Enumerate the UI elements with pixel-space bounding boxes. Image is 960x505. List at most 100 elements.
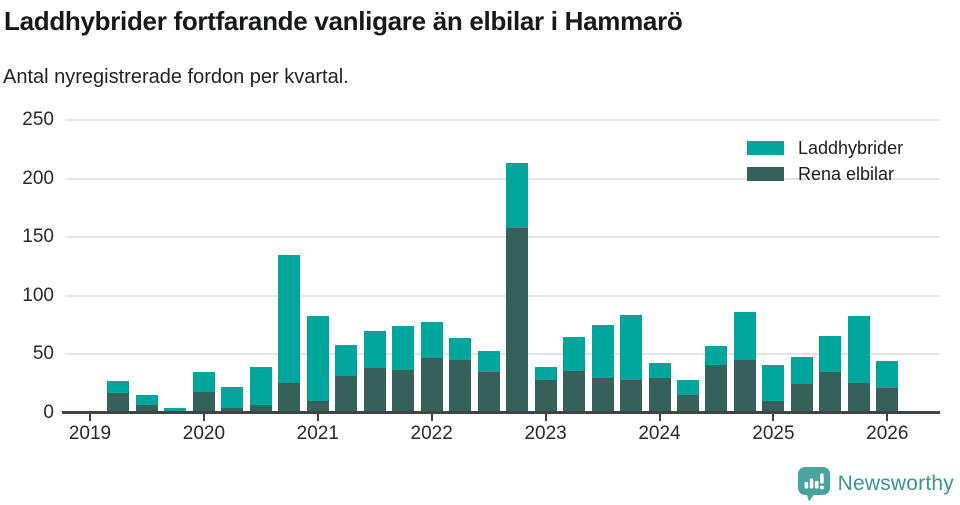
bar-segment-rena-elbilar bbox=[620, 380, 643, 413]
bar-2021-Q2 bbox=[335, 345, 358, 413]
y-tick-label: 50 bbox=[32, 343, 54, 365]
y-tick-label: 100 bbox=[22, 284, 54, 306]
bar-2022-Q1 bbox=[420, 321, 443, 413]
bar-segment-rena-elbilar bbox=[278, 382, 301, 413]
bar-segment-laddhybrider bbox=[534, 367, 557, 381]
x-tick-label: 2024 bbox=[638, 423, 681, 444]
bar-segment-rena-elbilar bbox=[420, 357, 443, 413]
bar-segment-rena-elbilar bbox=[392, 369, 415, 413]
bar-2022-Q4 bbox=[506, 163, 529, 413]
y-tick-label: 150 bbox=[22, 226, 54, 248]
bar-2023-Q4 bbox=[620, 314, 643, 413]
bar-segment-laddhybrider bbox=[335, 345, 358, 376]
x-tick-mark bbox=[772, 414, 775, 421]
bar-2020-Q2 bbox=[221, 387, 244, 413]
x-tick-label: 2020 bbox=[182, 423, 226, 444]
bar-2021-Q3 bbox=[363, 330, 386, 413]
bar-segment-laddhybrider bbox=[449, 338, 472, 361]
bar-segment-rena-elbilar bbox=[790, 383, 813, 413]
bar-2024-Q3 bbox=[705, 346, 728, 413]
gridline-y-150 bbox=[65, 236, 940, 239]
bar-segment-laddhybrider bbox=[420, 321, 443, 358]
bar-2023-Q2 bbox=[563, 336, 586, 413]
bar-segment-rena-elbilar bbox=[363, 368, 386, 413]
bar-segment-rena-elbilar bbox=[733, 360, 756, 413]
gridline-y-200 bbox=[65, 177, 940, 180]
bar-2020-Q4 bbox=[278, 254, 301, 413]
bar-segment-laddhybrider bbox=[278, 254, 301, 383]
bar-segment-rena-elbilar bbox=[819, 371, 842, 413]
bar-segment-laddhybrider bbox=[762, 364, 785, 402]
x-tick-mark bbox=[886, 414, 889, 421]
x-tick-mark bbox=[89, 414, 91, 421]
bar-segment-laddhybrider bbox=[648, 362, 671, 378]
bar-2020-Q3 bbox=[249, 367, 272, 413]
bar-segment-laddhybrider bbox=[164, 408, 187, 411]
bar-2024-Q1 bbox=[648, 362, 671, 413]
page-title: Laddhybrider fortfarande vanligare än el… bbox=[4, 6, 683, 36]
bar-segment-rena-elbilar bbox=[335, 375, 358, 413]
legend-label: Rena elbilar bbox=[798, 163, 895, 184]
bar-segment-laddhybrider bbox=[847, 315, 870, 383]
bar-segment-rena-elbilar bbox=[676, 395, 699, 413]
bar-2025-Q1 bbox=[762, 364, 785, 413]
newsworthy-logo bbox=[797, 466, 831, 502]
bar-segment-rena-elbilar bbox=[876, 388, 899, 413]
bar-2025-Q2 bbox=[790, 356, 813, 413]
bar-segment-rena-elbilar bbox=[847, 382, 870, 413]
legend-label: Laddhybrider bbox=[798, 137, 904, 158]
bar-segment-laddhybrider bbox=[620, 314, 643, 381]
x-tick-label: 2022 bbox=[410, 423, 453, 444]
bar-2020-Q1 bbox=[192, 371, 215, 413]
x-tick-label: 2026 bbox=[866, 423, 909, 444]
bar-segment-laddhybrider bbox=[819, 335, 842, 372]
x-tick-mark bbox=[202, 414, 205, 421]
plot-area bbox=[65, 119, 940, 413]
bar-segment-rena-elbilar bbox=[249, 404, 272, 413]
brand-footer: Newsworthy bbox=[797, 466, 954, 502]
bar-segment-rena-elbilar bbox=[221, 408, 244, 413]
bar-segment-laddhybrider bbox=[506, 163, 529, 228]
bar-2024-Q4 bbox=[733, 312, 756, 413]
x-tick-label: 2021 bbox=[296, 423, 339, 444]
bar-2019-Q3 bbox=[135, 395, 158, 413]
x-axis-line bbox=[62, 411, 940, 414]
bar-2024-Q2 bbox=[676, 380, 699, 413]
bar-segment-rena-elbilar bbox=[705, 364, 728, 413]
bar-segment-laddhybrider bbox=[790, 356, 813, 384]
bar-segment-rena-elbilar bbox=[762, 401, 785, 413]
bar-2025-Q4 bbox=[847, 315, 870, 413]
bar-2026-Q1 bbox=[876, 361, 899, 413]
y-tick-label: 0 bbox=[43, 402, 54, 423]
bar-segment-rena-elbilar bbox=[306, 401, 329, 413]
bar-segment-laddhybrider bbox=[591, 325, 614, 378]
y-tick-label: 250 bbox=[22, 109, 54, 130]
legend-item-laddhybrider: Laddhybrider bbox=[747, 138, 903, 158]
bar-segment-laddhybrider bbox=[563, 336, 586, 371]
y-tick-label: 200 bbox=[22, 167, 54, 189]
bar-segment-laddhybrider bbox=[135, 395, 158, 405]
bar-2022-Q2 bbox=[449, 338, 472, 413]
chart-subtitle: Antal nyregistrerade fordon per kvartal. bbox=[3, 66, 349, 88]
bar-2025-Q3 bbox=[819, 335, 842, 413]
x-tick-label: 2023 bbox=[524, 423, 567, 444]
bar-segment-rena-elbilar bbox=[477, 371, 500, 413]
x-tick-mark bbox=[544, 414, 547, 421]
legend-swatch bbox=[747, 167, 784, 181]
x-tick-mark bbox=[430, 414, 433, 421]
bar-segment-rena-elbilar bbox=[591, 377, 614, 413]
gridline-y-50 bbox=[65, 353, 940, 356]
bar-segment-rena-elbilar bbox=[563, 370, 586, 413]
bar-segment-laddhybrider bbox=[733, 312, 756, 361]
bar-segment-rena-elbilar bbox=[506, 227, 529, 413]
bar-segment-rena-elbilar bbox=[135, 404, 158, 413]
bar-segment-laddhybrider bbox=[192, 371, 215, 392]
bar-segment-rena-elbilar bbox=[449, 360, 472, 413]
brand-name: Newsworthy bbox=[837, 472, 954, 495]
bar-segment-laddhybrider bbox=[221, 387, 244, 409]
bar-segment-laddhybrider bbox=[306, 315, 329, 402]
bar-segment-laddhybrider bbox=[392, 326, 415, 370]
bar-segment-laddhybrider bbox=[477, 350, 500, 372]
bar-2023-Q3 bbox=[591, 325, 614, 413]
bar-segment-laddhybrider bbox=[876, 361, 899, 389]
